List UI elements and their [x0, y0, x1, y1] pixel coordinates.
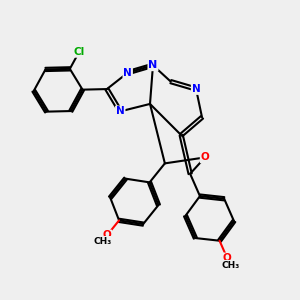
Text: O: O [103, 230, 111, 240]
Text: N: N [123, 68, 132, 78]
Text: O: O [223, 254, 232, 263]
Text: CH₃: CH₃ [93, 237, 111, 246]
Text: CH₃: CH₃ [221, 261, 239, 270]
Text: N: N [192, 84, 200, 94]
Text: O: O [201, 152, 209, 162]
Text: N: N [148, 60, 158, 70]
Text: Cl: Cl [74, 47, 85, 57]
Text: N: N [116, 106, 125, 116]
